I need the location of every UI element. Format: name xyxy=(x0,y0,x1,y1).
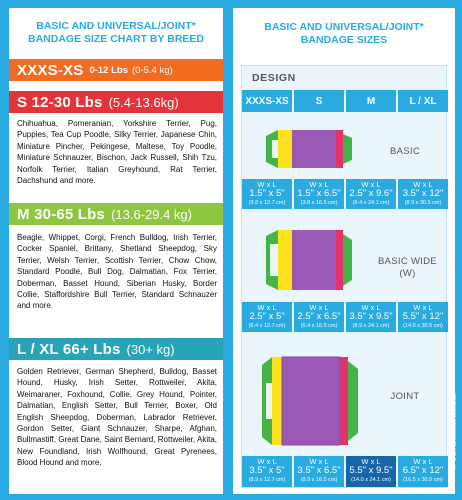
bandage-sizes-panel: BASIC AND UNIVERSAL/JOINT* BANDAGE SIZES… xyxy=(233,8,455,494)
size-band-m: M 30-65 Lbs (13.6-29.4 kg) xyxy=(9,203,223,225)
size-cell-basic-l-xl: W x L 3.5" x 12" (8.9 x 30.5 cm) xyxy=(398,179,448,209)
row-label-basic-wide: BASIC WIDE (W) xyxy=(378,256,437,279)
column-header-xxxs-xs: XXXS-XS xyxy=(242,90,292,112)
basic-bandage-illustration xyxy=(266,130,352,168)
tolerance-note-anchor: +/- 1 cm dimension tolerance xyxy=(452,393,460,480)
breed-chart-panel: BASIC AND UNIVERSAL/JOINT* BANDAGE SIZE … xyxy=(9,8,223,494)
size-cell-wide-l-xl: W x L 5.5" x 12" (14.0 x 30.5 cm) xyxy=(398,302,448,332)
row-label-joint: JOINT xyxy=(390,391,420,402)
size-band-l-xl: L / XL 66+ Lbs (30+ kg) xyxy=(9,338,223,360)
column-header-s: S xyxy=(294,90,344,112)
size-cell-basic-m: W x L 2.5" x 9.6" (6.4 x 24.1 cm) xyxy=(346,179,396,209)
design-label: DESIGN xyxy=(252,72,296,84)
size-cell-joint-xxxs-xs: W x L 3.5" x 5" (8.9 x 12.7 cm) xyxy=(242,456,292,487)
breed-list-l-xl: Golden Retriever, German Shepherd, Bulld… xyxy=(17,367,217,468)
size-cell-wide-xxxs-xs: W x L 2.5" x 5" (6.4 x 12.7 cm) xyxy=(242,302,292,332)
bandage-sizes-title: BASIC AND UNIVERSAL/JOINT* BANDAGE SIZES xyxy=(264,21,424,46)
column-header-m: M xyxy=(346,90,396,112)
breed-list-m: Beagle, Whippet, Corgi, French Bulldog, … xyxy=(17,233,217,311)
basic-wide-bandage-illustration xyxy=(266,230,352,290)
size-cell-wide-m: W x L 3.5" x 9.5" (8.9 x 24.1 cm) xyxy=(346,302,396,332)
size-cell-joint-s: W x L 3.5" x 6.5" (8.9 x 16.5 cm) xyxy=(294,456,344,487)
tolerance-note: +/- 1 cm dimension tolerance xyxy=(452,392,458,470)
size-cell-joint-l-xl: W x L 6.5" x 12" (16.5 x 30.5 cm) xyxy=(398,456,448,487)
size-grid: DESIGN XXXS-XS S M L / XL BASIC W x L 1.… xyxy=(241,65,448,488)
size-band-xxxs-xs: XXXS-XS 0-12 Lbs (0-5.4 kg) xyxy=(9,59,223,81)
size-cell-wide-s: W x L 2.5" x 6.5" (6.4 x 16.5 cm) xyxy=(294,302,344,332)
size-cell-joint-m: W x L 5.5" x 9.5" (14.0 x 24.1 cm) xyxy=(346,456,396,487)
joint-bandage-illustration xyxy=(262,356,358,446)
row-label-basic: BASIC xyxy=(389,146,420,157)
size-cell-basic-s: W x L 1.5" x 6.5" (3.8 x 16.5 cm) xyxy=(294,179,344,209)
breed-list-s: Chihuahua, Pomeranian, Yorkshire Terrier… xyxy=(17,119,217,186)
size-band-s: S 12-30 Lbs (5.4-13.6kg) xyxy=(9,91,223,113)
column-header-l-xl: L / XL xyxy=(398,90,448,112)
size-cell-basic-xxxs-xs: W x L 1.5" x 5" (3.8 x 12.7 cm) xyxy=(242,179,292,209)
breed-chart-title: BASIC AND UNIVERSAL/JOINT* BANDAGE SIZE … xyxy=(28,20,204,45)
